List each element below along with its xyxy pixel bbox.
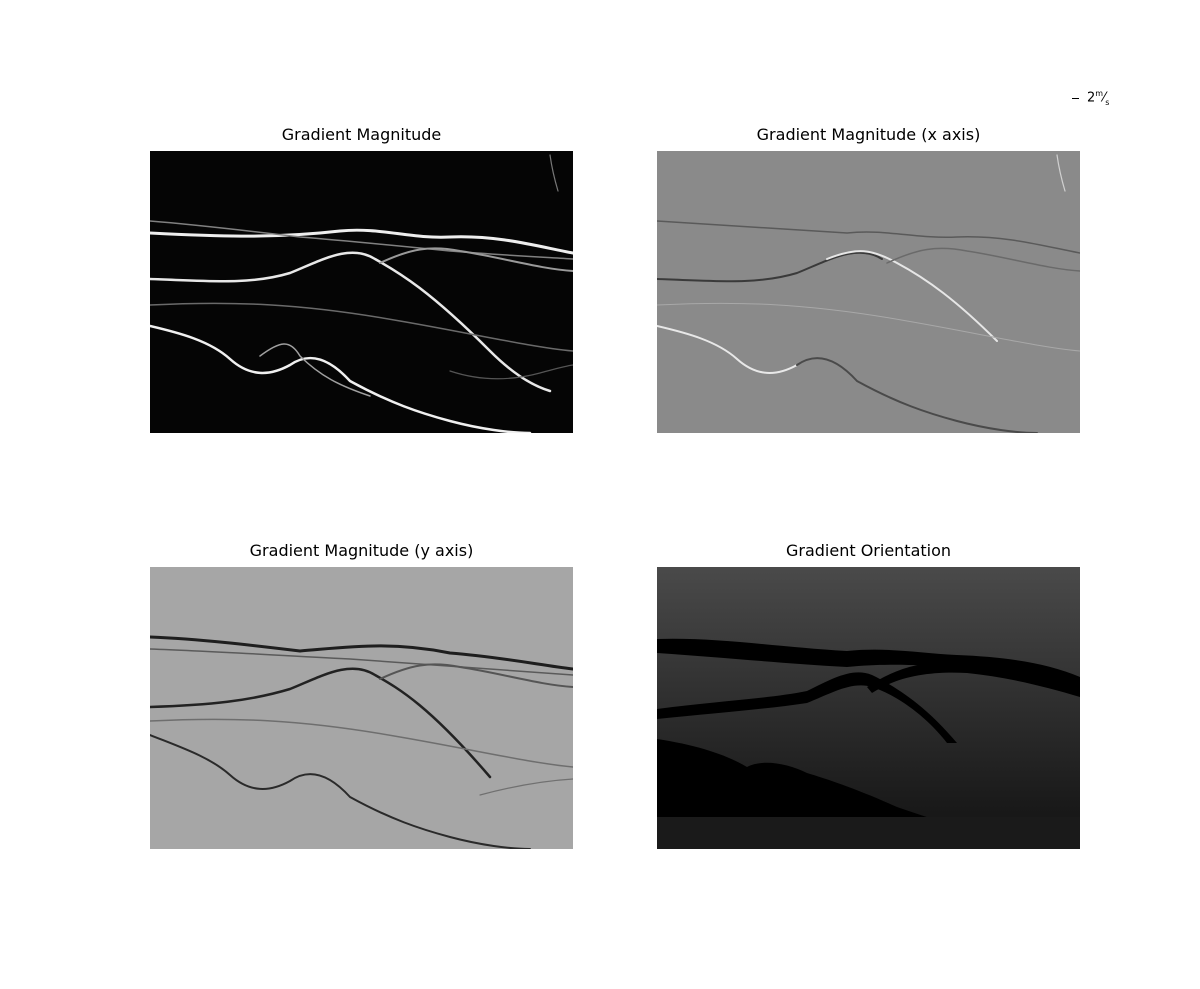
panel-title: Gradient Orientation bbox=[785, 541, 952, 560]
panel-title: Gradient Magnitude bbox=[281, 125, 442, 144]
panel-title: Gradient Magnitude (y axis) bbox=[249, 541, 474, 560]
legend-line bbox=[1072, 97, 1079, 99]
gradient-orientation-image bbox=[657, 567, 1080, 849]
emboss-image bbox=[657, 151, 1080, 433]
panel-title: Gradient Magnitude (x axis) bbox=[756, 125, 981, 144]
legend: 2m⁄s bbox=[1072, 88, 1109, 108]
gradient-y-image bbox=[150, 567, 573, 849]
gradient-x-image bbox=[657, 151, 1080, 433]
gradient-magnitude-image bbox=[150, 151, 573, 433]
orientation-image bbox=[657, 567, 1080, 849]
edge-map-image bbox=[150, 151, 573, 433]
emboss-image bbox=[150, 567, 573, 849]
legend-label: 2m⁄s bbox=[1087, 89, 1110, 107]
